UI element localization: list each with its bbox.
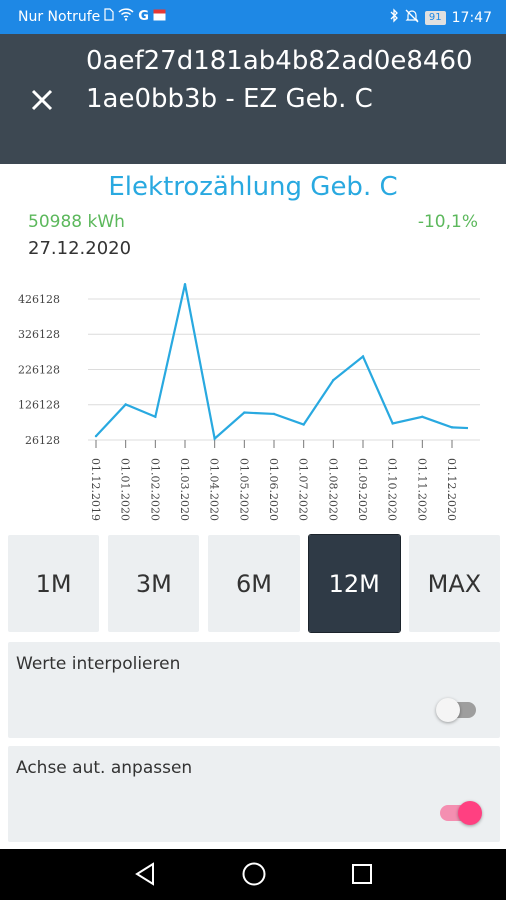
current-value: 50988 kWh	[28, 212, 125, 232]
recents-button[interactable]	[350, 861, 374, 891]
sim-icon	[104, 8, 114, 26]
data-point	[154, 415, 157, 418]
change-percent: -10,1%	[417, 212, 478, 232]
x-tick-label: 01.10.2020	[386, 458, 399, 521]
navigation-bar	[0, 849, 506, 900]
carrier-text: Nur Notrufe	[18, 9, 101, 25]
data-point	[94, 434, 98, 438]
x-tick-label: 01.07.2020	[297, 458, 310, 521]
recents-square-icon	[352, 864, 372, 884]
status-right: 91 17:47	[389, 8, 492, 28]
auto-axis-toggle[interactable]	[440, 801, 482, 825]
interpolate-option-card: Werte interpolieren	[8, 642, 500, 738]
mute-bell-icon	[405, 9, 419, 28]
data-point	[272, 412, 276, 416]
data-point	[243, 411, 246, 414]
page-title: 0aef27d181ab4b82ad0e84601ae0bb3b - EZ Ge…	[86, 46, 473, 114]
home-circle-icon	[242, 862, 266, 886]
y-tick-label: 426128	[18, 293, 60, 306]
x-tick-label: 01.11.2020	[415, 458, 428, 521]
y-tick-label: 126128	[18, 399, 60, 412]
status-left: Nur Notrufe G	[18, 8, 166, 26]
period-3m-button[interactable]: 3M	[108, 535, 200, 632]
period-selector: 1M 3M 6M 12M MAX	[8, 534, 501, 633]
x-tick-label: 01.02.2020	[148, 458, 161, 521]
data-point	[302, 423, 305, 426]
close-button[interactable]	[22, 80, 62, 120]
period-12m-button[interactable]: 12M	[307, 534, 401, 633]
close-icon	[31, 89, 53, 111]
app-bar: 0aef27d181ab4b82ad0e84601ae0bb3b - EZ Ge…	[0, 34, 506, 164]
data-point	[124, 403, 127, 406]
battery-icon: 91	[424, 11, 446, 25]
data-point	[183, 283, 187, 286]
period-max-button[interactable]: MAX	[408, 535, 501, 632]
data-point	[213, 437, 216, 440]
back-button[interactable]	[133, 861, 157, 891]
back-triangle-icon	[135, 862, 154, 886]
calendar-icon	[153, 8, 166, 26]
x-tick-label: 01.12.2020	[445, 458, 458, 521]
x-tick-label: 01.12.2019	[89, 458, 102, 521]
x-tick-label: 01.01.2020	[119, 458, 132, 521]
toggle-thumb	[436, 698, 460, 722]
x-tick-label: 01.06.2020	[267, 458, 280, 521]
auto-axis-label: Achse aut. anpassen	[16, 758, 193, 778]
x-tick-label: 01.08.2020	[326, 458, 339, 521]
x-tick-label: 01.09.2020	[356, 458, 369, 521]
consumption-line-chart[interactable]: 26128 126128 226128 326128 426128 01.12.2019 0…	[0, 270, 506, 532]
y-tick-label: 326128	[18, 328, 60, 341]
status-bar: Nur Notrufe G 91 17:47	[0, 0, 506, 34]
x-tick-label: 01.04.2020	[208, 458, 221, 521]
period-6m-button[interactable]: 6M	[208, 535, 300, 632]
y-tick-label: 226128	[18, 363, 60, 376]
interpolate-toggle[interactable]	[436, 698, 476, 722]
auto-axis-option-card: Achse aut. anpassen	[8, 746, 500, 842]
bluetooth-icon	[389, 8, 399, 28]
interpolate-label: Werte interpolieren	[16, 654, 181, 674]
wifi-icon	[118, 8, 134, 26]
data-point	[391, 422, 394, 425]
data-point	[361, 355, 365, 358]
clock-time: 17:47	[451, 10, 492, 26]
google-icon: G	[138, 9, 149, 24]
value-date: 27.12.2020	[28, 238, 132, 259]
data-point	[332, 378, 335, 382]
period-1m-button[interactable]: 1M	[8, 535, 100, 632]
y-tick-label: 26128	[25, 434, 60, 447]
toggle-thumb	[458, 801, 482, 825]
data-point	[421, 415, 424, 418]
chart-title: Elektrozählung Geb. C	[108, 172, 398, 202]
home-button[interactable]	[241, 861, 267, 891]
x-tick-label: 01.05.2020	[237, 458, 250, 521]
data-point	[450, 426, 454, 429]
consumption-series-line	[95, 283, 469, 441]
x-tick-label: 01.03.2020	[178, 458, 191, 521]
